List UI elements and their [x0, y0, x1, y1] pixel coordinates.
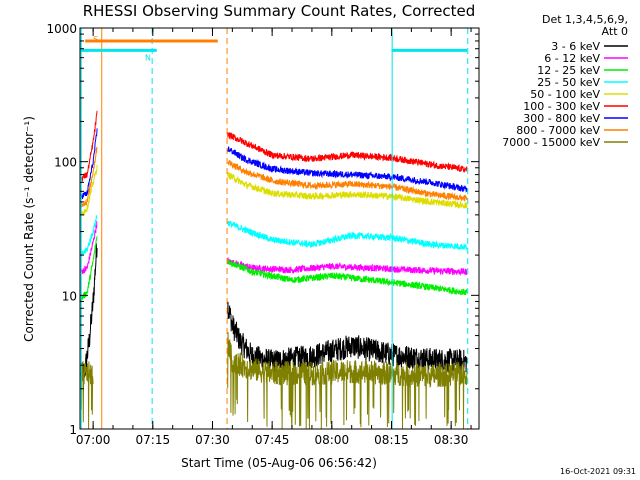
legend-label-7: 800 - 7000 keV: [516, 124, 600, 137]
series-2-segment-1: [227, 259, 468, 296]
series-6: [80, 128, 468, 200]
x-tick-label-5: 08:15: [374, 433, 409, 447]
x-tick-label-2: 07:30: [195, 433, 230, 447]
chart-title: RHESSI Observing Summary Count Rates, Co…: [83, 2, 476, 20]
legend-label-3: 25 - 50 keV: [537, 76, 600, 89]
footer-timestamp: 16-Oct-2021 09:31: [560, 467, 636, 476]
y-tick-label-2: 100: [54, 156, 77, 170]
legend-label-1: 6 - 12 keV: [544, 52, 600, 65]
y-axis-label: Corrected Count Rate (s⁻¹ detector⁻¹): [22, 116, 36, 342]
legend-label-4: 50 - 100 keV: [530, 88, 600, 101]
y-tick-label-1: 10: [62, 289, 77, 303]
series-6-segment-0: [80, 128, 98, 200]
legend-label-6: 300 - 800 keV: [523, 112, 600, 125]
series-2: [80, 236, 468, 302]
legend-header-0: Det 1,3,4,5,6,9,: [542, 13, 628, 26]
series-4-segment-1: [227, 172, 468, 210]
series-3-segment-1: [227, 220, 468, 251]
y-tick-label-3: 1000: [46, 22, 77, 36]
series-7-segment-0: [80, 146, 98, 208]
legend-label-8: 7000 - 15000 keV: [502, 136, 600, 149]
series-4-segment-0: [80, 164, 98, 217]
series-0: [80, 243, 468, 382]
legend-label-0: 3 - 6 keV: [551, 40, 600, 53]
x-tick-label-1: 07:15: [136, 433, 171, 447]
series-8-segment-1: [227, 332, 468, 430]
series-4: [80, 164, 468, 217]
series-7-segment-1: [227, 160, 468, 202]
x-tick-label-3: 07:45: [255, 433, 290, 447]
series-8: [80, 332, 468, 430]
series-6-segment-1: [227, 146, 468, 193]
series-1-segment-0: [80, 220, 98, 275]
axes-frame: [79, 27, 480, 430]
legend-header-1: Att 0: [602, 25, 628, 38]
x-tick-label-0: 07:00: [76, 433, 111, 447]
series-1-segment-1: [227, 256, 468, 277]
flag-label-0: S: [93, 35, 98, 44]
legend-label-5: 100 - 300 keV: [523, 100, 600, 113]
series-3-segment-0: [80, 214, 98, 257]
legend-label-2: 12 - 25 keV: [537, 64, 600, 77]
x-tick-label-4: 08:00: [315, 433, 350, 447]
series-8-segment-0: [80, 360, 94, 430]
x-axis-label: Start Time (05-Aug-06 06:56:42): [181, 456, 377, 470]
flag-label-1: N: [145, 53, 151, 62]
series-5-segment-1: [227, 132, 468, 173]
x-tick-label-6: 08:30: [434, 433, 469, 447]
series-2-segment-0: [80, 236, 98, 302]
series-7: [80, 146, 468, 208]
series-0-segment-0: [80, 243, 98, 382]
plot-area: S N 07:00 07:15 07:30 07:45 08:00 08:15 08:30 1 10…: [46, 22, 480, 447]
series-3: [80, 214, 468, 257]
y-tick-label-0: 1: [69, 423, 77, 437]
series-1: [80, 220, 468, 277]
